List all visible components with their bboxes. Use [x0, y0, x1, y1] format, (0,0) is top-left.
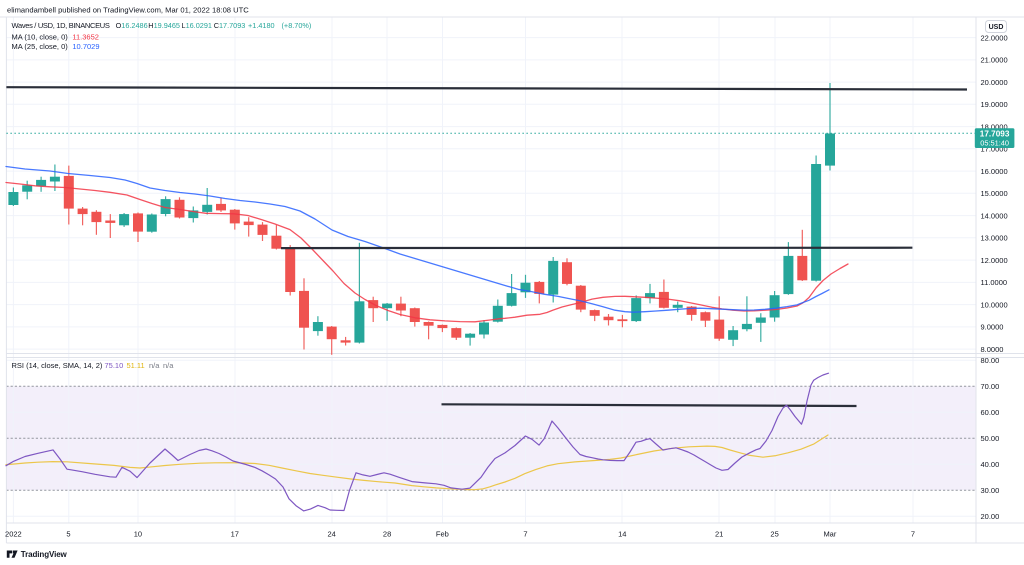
svg-text:n/a: n/a	[149, 361, 160, 370]
svg-text:21: 21	[715, 529, 723, 538]
svg-text:10.7029: 10.7029	[72, 42, 99, 51]
svg-text:05:51:40: 05:51:40	[980, 138, 1009, 147]
svg-text:17: 17	[231, 529, 239, 538]
svg-text:11.0000: 11.0000	[981, 278, 1008, 287]
svg-text:13.0000: 13.0000	[981, 234, 1008, 243]
svg-text:28: 28	[383, 529, 391, 538]
svg-text:30.00: 30.00	[981, 486, 1000, 495]
svg-text:21.0000: 21.0000	[981, 56, 1008, 65]
svg-text:80.00: 80.00	[981, 356, 1000, 365]
svg-text:MA (25, close, 0): MA (25, close, 0)	[12, 42, 69, 51]
svg-text:Feb: Feb	[436, 529, 449, 538]
svg-text:22.0000: 22.0000	[981, 33, 1008, 42]
svg-text:n/a: n/a	[163, 361, 174, 370]
svg-text:15.0000: 15.0000	[981, 189, 1008, 198]
svg-text:25: 25	[770, 529, 778, 538]
svg-text:10.0000: 10.0000	[981, 300, 1008, 309]
svg-text:TradingView: TradingView	[21, 550, 68, 559]
svg-text:9.0000: 9.0000	[981, 323, 1004, 332]
svg-text:MA (10, close, 0): MA (10, close, 0)	[12, 33, 69, 42]
svg-text:17.7093: 17.7093	[980, 130, 1010, 139]
svg-text:14: 14	[618, 529, 626, 538]
svg-text:20.0000: 20.0000	[981, 78, 1008, 87]
svg-text:8.0000: 8.0000	[981, 345, 1004, 354]
svg-text:RSI (14, close, SMA, 14, 2): RSI (14, close, SMA, 14, 2)	[12, 361, 103, 370]
svg-text:10: 10	[134, 529, 142, 538]
svg-text:11.3652: 11.3652	[72, 33, 99, 42]
svg-text:Mar: Mar	[823, 529, 836, 538]
svg-text:17.0000: 17.0000	[981, 145, 1008, 154]
svg-text:14.0000: 14.0000	[981, 211, 1008, 220]
svg-text:70.00: 70.00	[981, 382, 1000, 391]
svg-text:40.00: 40.00	[981, 460, 1000, 469]
svg-text:2022: 2022	[5, 529, 22, 538]
svg-text:Waves / USD, 1D, BINANCEUS: Waves / USD, 1D, BINANCEUS	[12, 21, 110, 30]
svg-text:7: 7	[911, 529, 915, 538]
svg-text:50.00: 50.00	[981, 434, 1000, 443]
svg-text:5: 5	[66, 529, 70, 538]
svg-text:12.0000: 12.0000	[981, 256, 1008, 265]
svg-text:24: 24	[328, 529, 336, 538]
svg-text:18.0000: 18.0000	[981, 122, 1008, 131]
svg-text:16.0000: 16.0000	[981, 167, 1008, 176]
svg-text:7: 7	[523, 529, 527, 538]
svg-text:51.11: 51.11	[127, 361, 145, 370]
svg-text:75.10: 75.10	[105, 361, 124, 370]
svg-text:60.00: 60.00	[981, 408, 1000, 417]
svg-text:USD: USD	[989, 24, 1004, 31]
svg-text:elimandambell published on Tra: elimandambell published on TradingView.c…	[7, 5, 249, 14]
svg-text:20.00: 20.00	[981, 512, 1000, 521]
svg-text:19.0000: 19.0000	[981, 100, 1008, 109]
